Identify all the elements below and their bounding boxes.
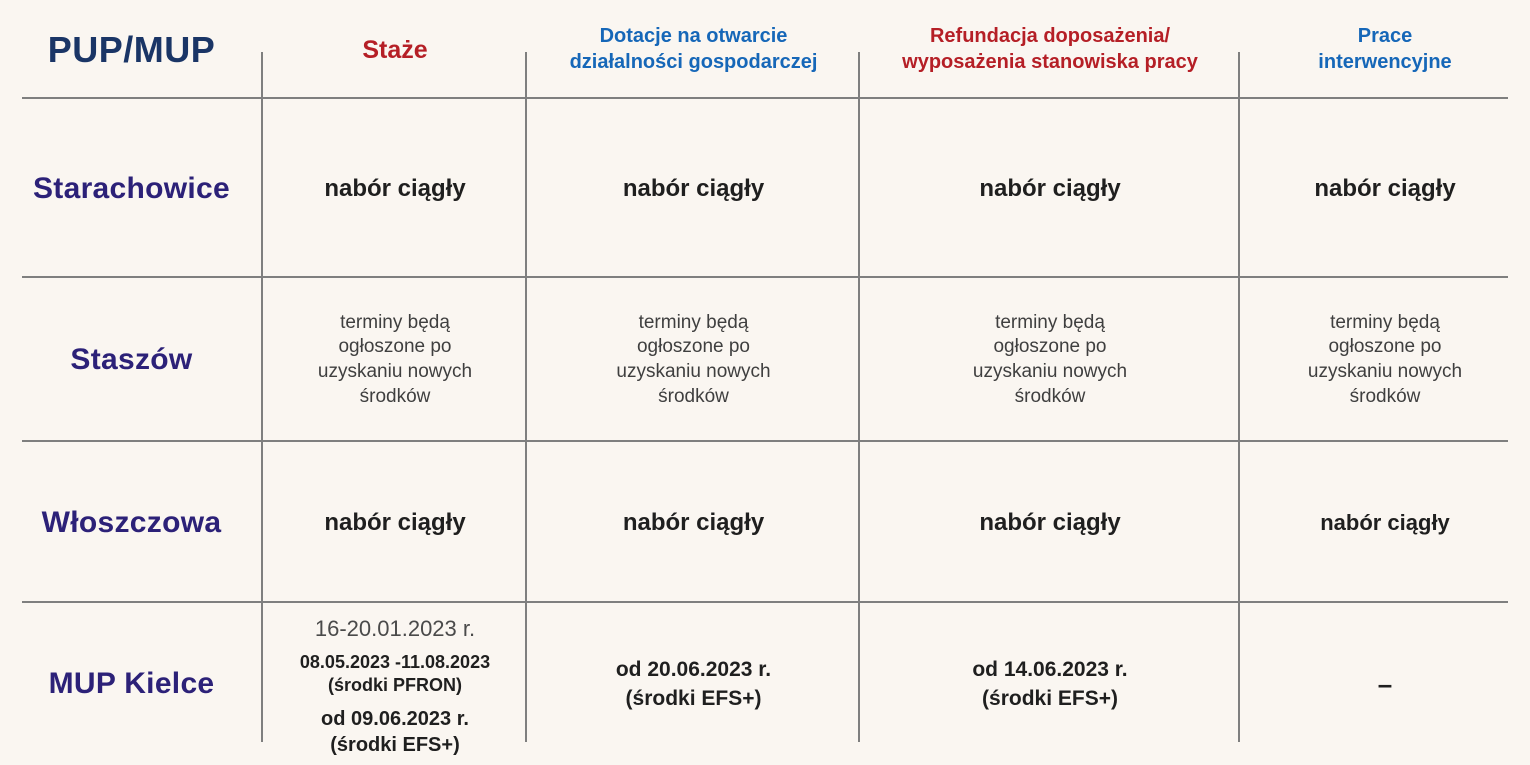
horizontal-divider: [22, 601, 1508, 603]
cell-kielce-prace-empty: –: [1240, 603, 1530, 765]
cell-wloszczowa-prace: nabór ciągły: [1240, 442, 1530, 603]
horizontal-divider: [22, 440, 1508, 442]
vertical-divider: [1238, 52, 1240, 742]
cell-text: terminy będą ogłoszone po uzyskaniu nowy…: [616, 311, 771, 407]
column-header-prace-interwencyjne: Prace interwencyjne: [1240, 0, 1530, 99]
cell-text: terminy będą ogłoszone po uzyskaniu nowy…: [1307, 311, 1463, 407]
date-line: 16-20.01.2023 r.: [314, 615, 476, 641]
cell-text: terminy będą ogłoszone po uzyskaniu nowy…: [317, 311, 473, 407]
row-label-wloszczowa: Włoszczowa: [0, 442, 263, 603]
cell-text: nabór ciągły: [1314, 174, 1456, 202]
table-corner-title: PUP/MUP: [0, 0, 263, 99]
date-group: od 20.06.2023 r. (środki EFS+): [616, 655, 771, 714]
row-label: Starachowice: [32, 171, 231, 205]
cell-starachowice-refundacja: nabór ciągły: [860, 99, 1240, 278]
cell-wloszczowa-refundacja: nabór ciągły: [860, 442, 1240, 603]
vertical-divider: [858, 52, 860, 742]
cell-starachowice-dotacje: nabór ciągły: [527, 99, 860, 278]
row-label: MUP Kielce: [48, 667, 215, 700]
cell-text: terminy będą ogłoszone po uzyskaniu nowy…: [972, 311, 1128, 407]
vertical-divider: [261, 52, 263, 742]
cell-text: nabór ciągły: [622, 174, 765, 202]
horizontal-divider: [22, 97, 1508, 99]
column-header-dotacje: Dotacje na otwarcie działalności gospoda…: [527, 0, 860, 99]
cell-text: nabór ciągły: [979, 508, 1121, 536]
cell-kielce-refundacja: od 14.06.2023 r. (środki EFS+): [860, 603, 1240, 765]
corner-label: PUP/MUP: [47, 28, 216, 70]
row-label: Włoszczowa: [41, 505, 222, 539]
cell-text: nabór ciągły: [622, 508, 765, 536]
cell-starachowice-staze: nabór ciągły: [263, 99, 527, 278]
row-label: Staszów: [70, 343, 193, 376]
date-group: od 14.06.2023 r. (środki EFS+): [972, 655, 1127, 714]
cell-kielce-dotacje: od 20.06.2023 r. (środki EFS+): [527, 603, 860, 765]
cell-wloszczowa-dotacje: nabór ciągły: [527, 442, 860, 603]
column-header-label: Prace interwencyjne: [1318, 24, 1452, 73]
cell-text: nabór ciągły: [1320, 509, 1450, 535]
row-label-starachowice: Starachowice: [0, 99, 263, 278]
date-line: od 09.06.2023 r.: [321, 708, 469, 731]
cell-staszow-refundacja: terminy będą ogłoszone po uzyskaniu nowy…: [860, 278, 1240, 442]
date-line: 08.05.2023 -11.08.2023: [299, 651, 491, 672]
column-header-label: Refundacja doposażenia/ wyposażenia stan…: [902, 24, 1198, 73]
dash-placeholder: –: [1377, 668, 1393, 699]
cell-staszow-staze: terminy będą ogłoszone po uzyskaniu nowy…: [263, 278, 527, 442]
cell-staszow-dotacje: terminy będą ogłoszone po uzyskaniu nowy…: [527, 278, 860, 442]
column-header-label: Dotacje na otwarcie działalności gospoda…: [569, 24, 818, 73]
horizontal-divider: [22, 276, 1508, 278]
column-header-refundacja: Refundacja doposażenia/ wyposażenia stan…: [860, 0, 1240, 99]
date-line: od 14.06.2023 r.: [972, 657, 1128, 681]
date-group-pfron: 08.05.2023 -11.08.2023 (środki PFRON): [300, 651, 490, 698]
column-header-staze: Staże: [263, 0, 527, 99]
date-group-efs: od 09.06.2023 r. (środki EFS+): [321, 706, 469, 758]
cell-staszow-prace: terminy będą ogłoszone po uzyskaniu nowy…: [1240, 278, 1530, 442]
funds-source-line: (środki EFS+): [625, 687, 762, 710]
cell-starachowice-prace: nabór ciągły: [1240, 99, 1530, 278]
funds-source-line: (środki EFS+): [330, 734, 460, 757]
cell-text: nabór ciągły: [979, 174, 1121, 202]
row-label-staszow: Staszów: [0, 278, 263, 442]
cell-wloszczowa-staze: nabór ciągły: [263, 442, 527, 603]
column-header-label: Staże: [362, 35, 428, 64]
funds-source-line: (środki EFS+): [982, 687, 1118, 710]
cell-text: nabór ciągły: [324, 174, 466, 202]
funds-source-line: (środki PFRON): [327, 675, 462, 695]
cell-kielce-staze: 16-20.01.2023 r. 08.05.2023 -11.08.2023 …: [263, 603, 527, 765]
row-label-mup-kielce: MUP Kielce: [0, 603, 263, 765]
date-line: od 20.06.2023 r.: [615, 657, 772, 681]
cell-text: nabór ciągły: [324, 508, 466, 536]
vertical-divider: [525, 52, 527, 742]
